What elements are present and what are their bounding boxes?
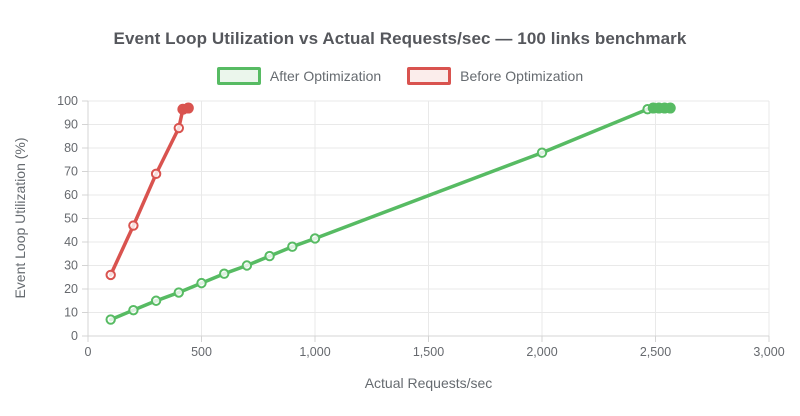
x-tick-label: 3,000 — [753, 345, 784, 359]
y-tick-label: 80 — [64, 141, 78, 155]
y-tick-label: 50 — [64, 212, 78, 226]
legend-label-before: Before Optimization — [460, 68, 584, 84]
data-point — [128, 304, 139, 316]
y-tick-label: 90 — [64, 118, 78, 132]
y-tick-label: 20 — [64, 282, 78, 296]
y-axis-title: Event Loop Utilization (%) — [12, 137, 28, 299]
data-point — [241, 260, 253, 271]
legend-label-after: After Optimization — [269, 68, 382, 84]
series-line — [108, 106, 191, 277]
data-point — [219, 268, 230, 279]
data-point — [536, 147, 548, 158]
y-tick-label: 0 — [71, 329, 78, 343]
x-tick-label: 2,000 — [526, 345, 557, 359]
y-tick-label: 70 — [64, 165, 78, 179]
y-tick-label: 10 — [64, 306, 78, 320]
data-point — [150, 295, 162, 306]
chart-legend: After Optimization Before Optimization — [0, 67, 800, 85]
data-point — [150, 168, 162, 180]
legend-item-before-optimization[interactable]: Before Optimization — [407, 67, 583, 85]
legend-swatch-after-icon — [216, 67, 261, 85]
x-axis-title: Actual Requests/sec — [364, 375, 493, 391]
series-line — [108, 106, 673, 322]
y-tick-label: 40 — [64, 235, 78, 249]
x-tick-label: 2,500 — [640, 345, 671, 359]
y-tick-label: 30 — [64, 259, 78, 273]
data-point — [173, 287, 185, 298]
x-tick-label: 1,500 — [413, 345, 444, 359]
data-point — [105, 314, 116, 325]
data-point — [309, 233, 321, 244]
data-point — [664, 102, 676, 114]
x-tick-label: 0 — [85, 345, 92, 359]
y-tick-label: 100 — [57, 94, 78, 108]
chart-title: Event Loop Utilization vs Actual Request… — [113, 29, 687, 48]
data-point — [182, 102, 194, 114]
data-point — [287, 241, 298, 252]
x-tick-label: 500 — [191, 345, 212, 359]
data-point — [173, 122, 185, 134]
data-point — [264, 250, 275, 262]
data-point — [128, 220, 139, 231]
legend-item-after-optimization[interactable]: After Optimization — [216, 67, 382, 85]
data-point — [196, 277, 207, 289]
y-tick-label: 60 — [64, 188, 78, 202]
x-tick-label: 1,000 — [299, 345, 330, 359]
legend-swatch-before-icon — [407, 67, 452, 85]
data-point — [105, 269, 116, 281]
